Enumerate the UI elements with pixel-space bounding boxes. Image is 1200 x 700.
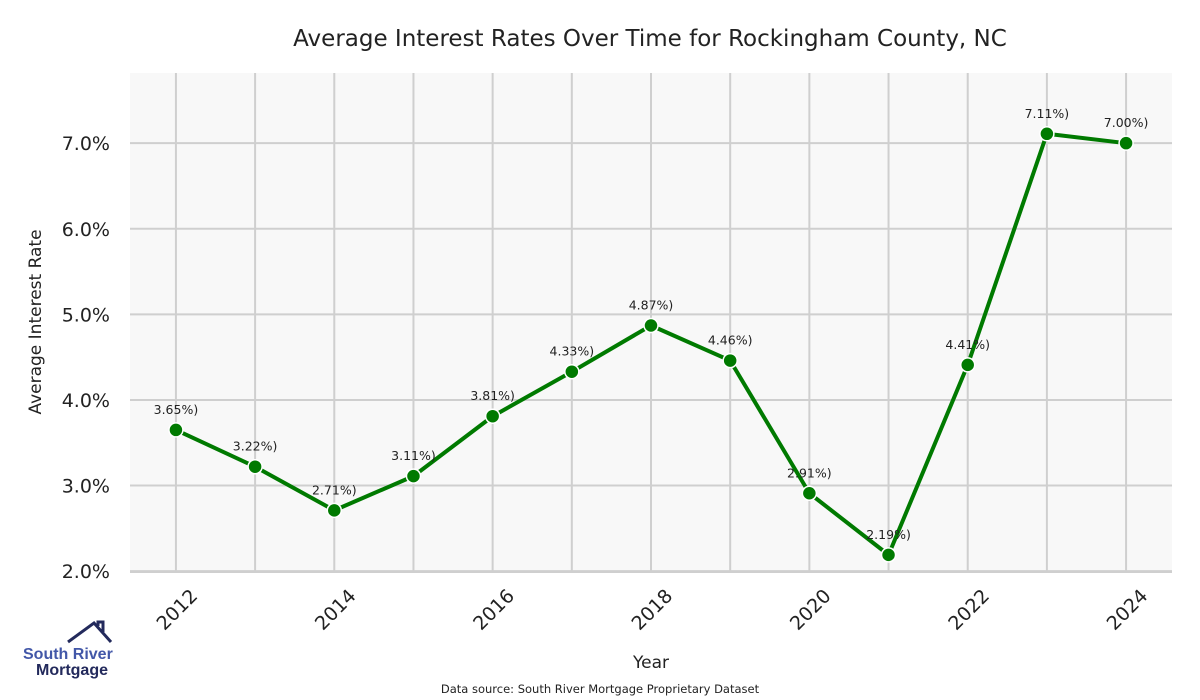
data-label: 2.19%)	[866, 527, 911, 542]
data-label: 2.71%)	[312, 482, 357, 497]
data-label: 7.11%)	[1025, 106, 1070, 121]
data-label: 4.33%)	[550, 344, 595, 359]
x-axis-label: Year	[632, 653, 669, 673]
data-point	[1118, 135, 1134, 151]
x-tick-label: 2020	[786, 585, 836, 635]
data-label: 7.00%)	[1104, 115, 1149, 130]
data-point	[801, 485, 818, 502]
data-point	[484, 408, 501, 424]
data-label: 3.81%)	[470, 388, 515, 403]
y-tick-label: 3.0%	[62, 476, 110, 498]
data-point	[722, 352, 738, 369]
house-roof-icon: South River Mortgage	[23, 620, 113, 679]
data-label: 3.22%)	[233, 439, 278, 454]
y-axis-label: Average Interest Rate	[26, 229, 46, 414]
x-tick-label: 2014	[311, 585, 361, 635]
data-source-note: Data source: South River Mortgage Propri…	[441, 682, 760, 696]
data-label: 4.87%)	[629, 297, 674, 312]
data-point	[168, 422, 184, 438]
south-river-mortgage-logo: South River Mortgage	[22, 620, 122, 680]
svg-text:South River: South River	[23, 646, 113, 663]
data-point	[1039, 126, 1055, 142]
svg-text:Mortgage: Mortgage	[36, 662, 108, 679]
data-point	[880, 547, 897, 563]
y-tick-label: 6.0%	[62, 219, 110, 241]
data-point	[326, 502, 343, 519]
data-label: 3.11%)	[391, 448, 436, 463]
data-point	[405, 468, 422, 484]
y-tick-label: 5.0%	[62, 304, 110, 326]
data-label: 3.65%)	[154, 402, 199, 417]
x-tick-label: 2024	[1103, 585, 1153, 635]
y-tick-label: 7.0%	[62, 133, 110, 155]
x-tick-label: 2018	[628, 585, 678, 635]
x-tick-label: 2022	[944, 585, 994, 635]
y-tick-label: 4.0%	[62, 390, 110, 412]
data-point	[643, 317, 659, 334]
data-point	[959, 357, 976, 373]
data-point	[247, 458, 263, 475]
x-tick-label: 2012	[152, 585, 202, 635]
y-tick-label: 2.0%	[62, 561, 110, 583]
chart-title: Average Interest Rates Over Time for Roc…	[293, 26, 1007, 52]
data-point	[564, 363, 580, 380]
data-label: 2.91%)	[787, 465, 832, 480]
data-label: 4.41%)	[945, 337, 990, 352]
x-tick-label: 2016	[469, 585, 519, 635]
data-label: 4.46%)	[708, 333, 753, 348]
